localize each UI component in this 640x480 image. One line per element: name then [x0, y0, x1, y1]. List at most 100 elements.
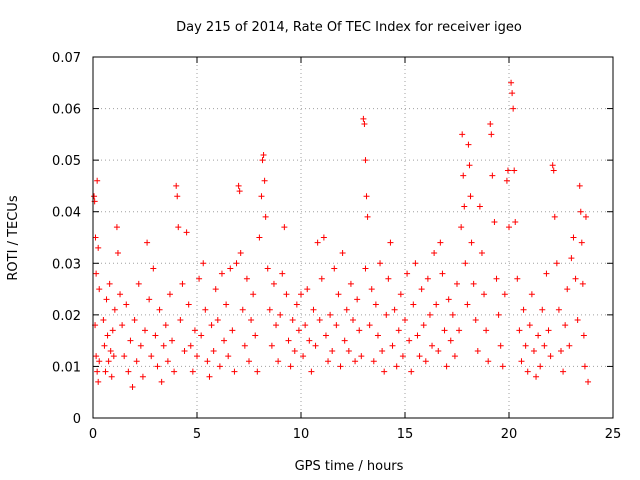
data-point: [327, 311, 334, 318]
data-point: [174, 193, 181, 200]
data-point: [287, 363, 294, 370]
data-point: [171, 368, 178, 375]
data-point: [256, 234, 263, 241]
data-point: [96, 358, 103, 365]
data-point: [499, 363, 506, 370]
data-point: [449, 311, 456, 318]
data-point: [433, 301, 440, 308]
data-point: [96, 286, 103, 293]
data-point: [264, 265, 271, 272]
data-point: [555, 306, 562, 313]
data-point: [431, 249, 438, 256]
data-point: [437, 239, 444, 246]
data-point: [94, 177, 101, 184]
data-point: [295, 327, 302, 334]
data-point: [429, 342, 436, 349]
data-point: [210, 347, 217, 354]
data-point: [260, 151, 267, 158]
data-point: [302, 322, 309, 329]
data-point: [383, 311, 390, 318]
data-point: [135, 280, 142, 287]
data-point: [196, 275, 203, 282]
data-point: [177, 317, 184, 324]
x-tick-label: 0: [89, 427, 97, 442]
data-point: [194, 353, 200, 360]
data-point: [481, 291, 488, 298]
data-point: [129, 384, 136, 391]
data-point: [493, 275, 500, 282]
y-tick-label: 0.05: [52, 154, 81, 169]
data-point: [520, 306, 527, 313]
data-point: [218, 270, 225, 277]
data-point: [252, 332, 259, 339]
data-point: [221, 337, 228, 344]
data-point: [464, 301, 471, 308]
data-point: [518, 358, 525, 365]
data-point: [511, 167, 518, 174]
data-point: [441, 327, 448, 334]
data-point: [412, 260, 419, 267]
data-point: [270, 280, 277, 287]
data-point: [266, 306, 273, 313]
data-point: [117, 291, 124, 298]
data-point: [503, 177, 510, 184]
data-point: [379, 347, 386, 354]
data-point: [262, 213, 269, 220]
data-point: [175, 224, 182, 231]
data-point: [456, 327, 463, 334]
data-point: [476, 203, 483, 210]
data-point: [577, 208, 584, 215]
data-point: [374, 332, 381, 339]
data-point: [139, 373, 146, 380]
data-point: [119, 322, 126, 329]
data-point: [275, 358, 282, 365]
data-point: [488, 131, 495, 138]
data-point: [258, 193, 265, 200]
x-tick-label: 15: [397, 427, 414, 442]
data-point: [491, 219, 498, 226]
data-point: [362, 157, 369, 164]
data-point: [108, 373, 115, 380]
data-point: [397, 291, 404, 298]
data-point: [470, 280, 477, 287]
data-point: [198, 332, 205, 339]
y-tick-label: 0.06: [52, 103, 81, 118]
data-point: [558, 347, 564, 354]
data-point: [576, 182, 583, 189]
data-point: [504, 167, 511, 174]
data-point: [551, 213, 558, 220]
data-point: [162, 322, 169, 329]
data-point: [316, 317, 323, 324]
data-point: [293, 301, 300, 308]
data-point: [166, 291, 173, 298]
data-point: [314, 239, 321, 246]
data-point: [585, 378, 592, 385]
data-point: [291, 347, 298, 354]
data-point: [420, 322, 427, 329]
plot-frame: [92, 56, 614, 419]
data-point: [246, 358, 252, 365]
data-point: [582, 213, 589, 220]
data-point: [93, 270, 100, 277]
data-point: [345, 347, 352, 354]
data-point: [100, 317, 107, 324]
y-tick-label: 0: [73, 412, 81, 427]
data-point: [261, 177, 268, 184]
data-point: [146, 296, 153, 303]
data-point: [127, 337, 134, 344]
data-point: [526, 322, 533, 329]
data-point: [169, 337, 176, 344]
data-point: [389, 342, 396, 349]
data-point: [580, 332, 587, 339]
data-point: [474, 347, 481, 354]
data-point: [200, 260, 207, 267]
data-point: [187, 342, 194, 349]
data-point: [404, 270, 411, 277]
data-point: [206, 373, 213, 380]
data-point: [381, 368, 388, 375]
data-point: [506, 224, 512, 231]
data-point: [329, 347, 336, 354]
data-point: [102, 368, 109, 375]
data-point: [202, 306, 209, 313]
